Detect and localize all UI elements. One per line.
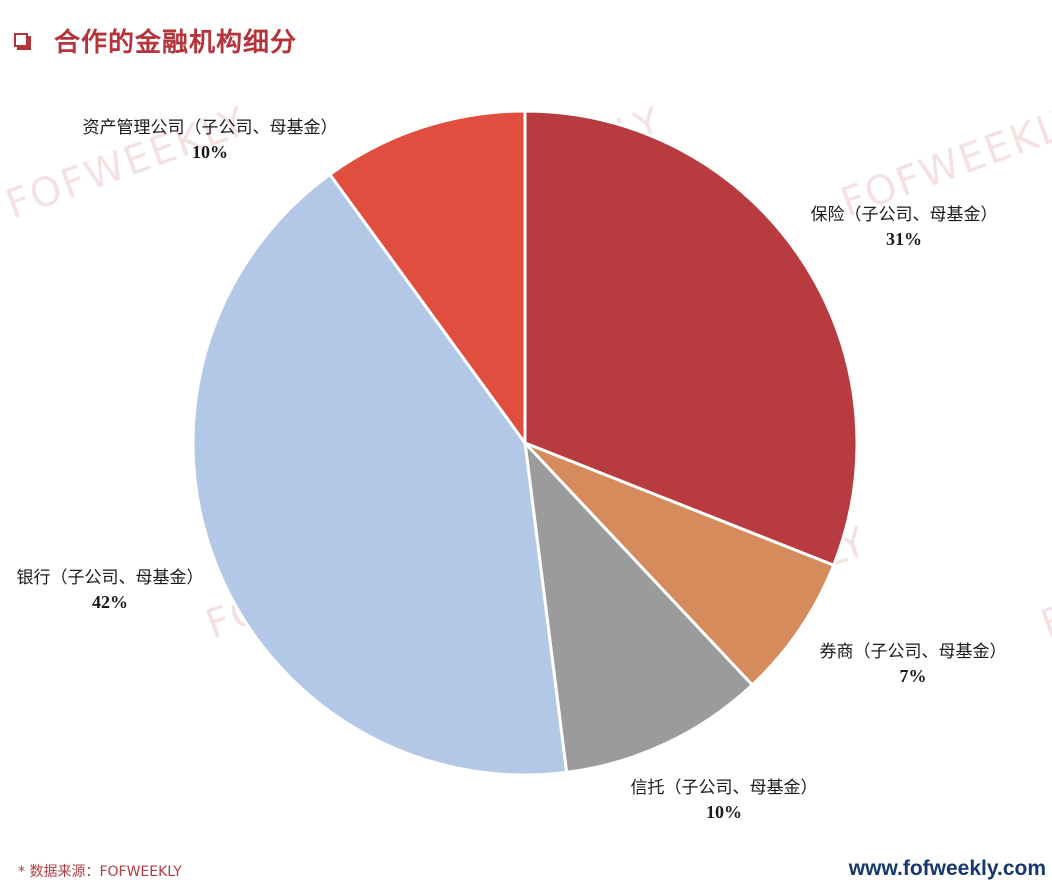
pie-slice-3 [523,441,754,774]
slice-label-4: 银行（子公司、母基金） [17,568,204,588]
slice-percent-1: 31% [886,229,922,249]
slice-percent-5: 10% [192,142,228,162]
chart-title-row: 合作的金融机构细分 [14,22,297,58]
pie-slice-5 [328,109,527,445]
slice-percent-2: 7% [900,666,927,686]
slice-percent-3: 10% [706,802,742,822]
pie-slice-2 [523,441,836,687]
slice-label-2: 券商（子公司、母基金） [820,642,1007,662]
slice-percent-4: 42% [92,592,128,612]
title-box-icon [14,33,28,47]
pie-slice-1 [523,109,859,567]
website-url: www.fofweekly.com [848,857,1046,880]
data-source-note: * 数据来源：FOFWEEKLY [18,864,182,880]
chart-title: 合作的金融机构细分 [54,27,298,58]
slice-label-3: 信托（子公司、母基金） [631,778,818,798]
slice-label-5: 资产管理公司（子公司、母基金） [83,118,338,138]
slice-label-1: 保险（子公司、母基金） [811,205,998,225]
pie-slice-4 [191,172,569,777]
